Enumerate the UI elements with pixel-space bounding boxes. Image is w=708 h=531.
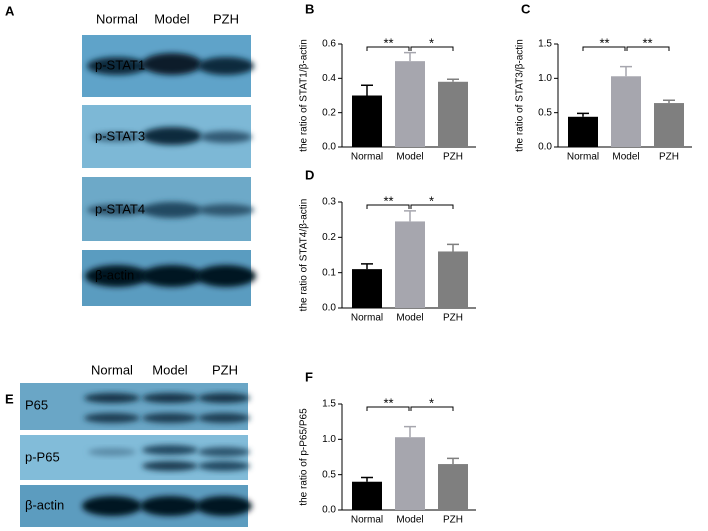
blot-label: p-STAT4 <box>95 201 145 216</box>
y-tick-label: 1.5 <box>322 399 336 410</box>
y-tick-label: 0.6 <box>322 39 336 50</box>
x-tick-label: PZH <box>443 313 463 324</box>
significance-label: * <box>429 395 434 410</box>
bar <box>352 269 382 308</box>
x-tick-label: PZH <box>659 152 679 163</box>
significance-bracket <box>626 46 670 51</box>
panel-letter: B <box>305 1 314 16</box>
error-bar <box>577 112 589 117</box>
panel-letter: A <box>5 3 15 18</box>
error-bar <box>404 425 416 438</box>
y-tick-label: 0.0 <box>322 142 336 153</box>
error-bar <box>663 99 675 104</box>
blot-panel <box>82 35 256 306</box>
x-tick-label: Normal <box>351 313 383 324</box>
panel-letter: C <box>521 1 531 16</box>
error-bar <box>361 84 373 96</box>
x-tick-label: PZH <box>443 152 463 163</box>
significance-bracket <box>410 46 454 51</box>
y-axis-label: the ratio of STAT1/β-actin <box>299 39 310 152</box>
significance-bracket <box>410 204 454 209</box>
significance-bracket <box>366 406 410 411</box>
blot-label: β-actin <box>95 267 134 282</box>
y-tick-label: 0.5 <box>322 469 336 480</box>
blot-label: p-STAT3 <box>95 128 145 143</box>
x-tick-label: Model <box>396 515 423 526</box>
bar <box>395 437 425 510</box>
significance-bracket <box>366 204 410 209</box>
x-tick-label: Normal <box>351 152 383 163</box>
lane-label: PZH <box>213 11 239 26</box>
y-tick-label: 0.0 <box>322 505 336 516</box>
significance-label: ** <box>383 35 393 50</box>
y-axis-label: the ratio of STAT3/β-actin <box>515 39 526 152</box>
significance-label: ** <box>642 35 652 50</box>
panel-letter: D <box>305 167 314 182</box>
significance-label: ** <box>599 35 609 50</box>
bar <box>438 81 468 147</box>
blot-label: β-actin <box>25 497 64 512</box>
error-bar <box>361 263 373 270</box>
x-tick-label: Model <box>396 152 423 163</box>
y-tick-label: 0.0 <box>322 303 336 314</box>
y-tick-label: 0.5 <box>538 107 552 118</box>
panel-letter: F <box>305 369 313 384</box>
y-tick-label: 1.0 <box>322 434 336 445</box>
lane-label: Normal <box>91 362 133 377</box>
blot-panel <box>20 383 252 527</box>
error-bar <box>620 65 632 77</box>
significance-label: ** <box>383 395 393 410</box>
blot-label: p-STAT1 <box>95 57 145 72</box>
bar <box>352 95 382 147</box>
error-bar <box>404 51 416 62</box>
x-tick-label: Normal <box>567 152 599 163</box>
y-axis-label: the ratio of STAT4/β-actin <box>299 199 310 312</box>
x-tick-label: Model <box>612 152 639 163</box>
blot-label: P65 <box>25 397 48 412</box>
significance-label: * <box>429 35 434 50</box>
bar <box>438 464 468 510</box>
error-bar <box>447 457 459 465</box>
bar <box>654 103 684 147</box>
error-bar <box>361 476 373 482</box>
panel-letter: E <box>5 391 14 406</box>
bar <box>395 61 425 147</box>
significance-bracket <box>582 46 626 51</box>
significance-bracket <box>410 406 454 411</box>
bar <box>352 481 382 510</box>
significance-bracket <box>366 46 410 51</box>
y-tick-label: 0.4 <box>322 73 336 84</box>
y-tick-label: 1.0 <box>538 73 552 84</box>
bar <box>395 221 425 308</box>
y-tick-label: 0.2 <box>322 232 336 243</box>
y-tick-label: 0.0 <box>538 142 552 153</box>
y-axis-label: the ratio of p-P65/P65 <box>299 408 310 506</box>
y-tick-label: 0.1 <box>322 267 336 278</box>
y-tick-label: 1.5 <box>538 39 552 50</box>
lane-label: Normal <box>96 11 138 26</box>
x-tick-label: Normal <box>351 515 383 526</box>
lane-label: PZH <box>212 362 238 377</box>
bar <box>611 76 641 147</box>
significance-label: * <box>429 193 434 208</box>
error-bar <box>447 78 459 82</box>
significance-label: ** <box>383 193 393 208</box>
x-tick-label: Model <box>396 313 423 324</box>
lane-label: Model <box>152 362 188 377</box>
lane-label: Model <box>154 11 190 26</box>
bar <box>568 116 598 147</box>
error-bar <box>447 243 459 252</box>
bar <box>438 251 468 308</box>
error-bar <box>404 210 416 222</box>
x-tick-label: PZH <box>443 515 463 526</box>
y-tick-label: 0.2 <box>322 107 336 118</box>
y-tick-label: 0.3 <box>322 197 336 208</box>
blot-label: p-P65 <box>25 449 60 464</box>
